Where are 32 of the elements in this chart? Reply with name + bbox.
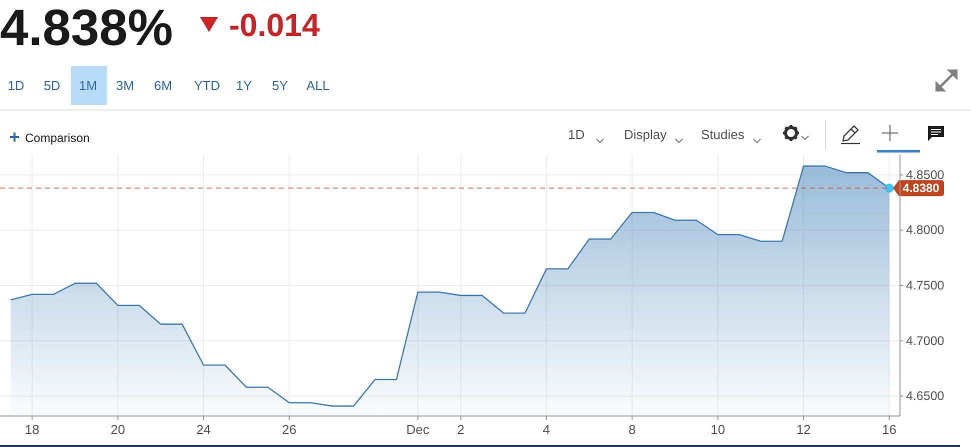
text: 6M — [154, 78, 172, 93]
text: YTD — [194, 78, 220, 93]
text: 1D — [568, 127, 585, 142]
text: 1M — [78, 78, 98, 93]
x-tick-label: 8 — [628, 422, 636, 437]
x-tick-label: 10 — [710, 422, 726, 437]
y-tick-label: 4.8000 — [906, 223, 944, 238]
y-tick-label: 4.7500 — [906, 278, 944, 292]
x-tick-label: 12 — [796, 422, 811, 437]
x-tick-label: 18 — [24, 422, 40, 437]
text: Studies — [701, 127, 745, 142]
y-tick-label: 4.7000 — [906, 334, 944, 348]
chart-subtitle: -0.014 — [229, 7, 320, 43]
x-tick-label: Dec — [406, 422, 430, 437]
x-tick-label: 24 — [196, 422, 211, 437]
chart-title: 4.838% — [0, 0, 173, 56]
x-tick-label: 2 — [457, 422, 464, 437]
x-tick-label: 26 — [282, 422, 297, 437]
text: Comparison — [25, 131, 90, 145]
ref-line-label: 4.8380 — [902, 181, 940, 196]
x-tick-label: 4 — [542, 422, 550, 437]
text: 1D — [8, 78, 24, 93]
text: Display — [624, 127, 668, 142]
text: 1Y — [236, 78, 252, 93]
text: ALL — [306, 78, 330, 93]
x-tick-label: 16 — [882, 422, 897, 437]
text: 5D — [44, 78, 60, 93]
text: 5Y — [272, 78, 288, 93]
y-tick-label: 4.8500 — [906, 168, 944, 182]
text: 3M — [116, 78, 134, 93]
x-tick-label: 20 — [110, 422, 126, 437]
y-tick-label: 4.6500 — [906, 389, 944, 404]
